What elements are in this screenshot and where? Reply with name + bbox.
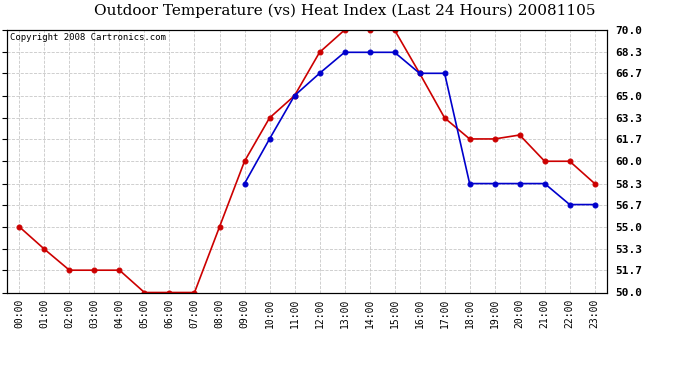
Text: Copyright 2008 Cartronics.com: Copyright 2008 Cartronics.com bbox=[10, 33, 166, 42]
Text: Outdoor Temperature (vs) Heat Index (Last 24 Hours) 20081105: Outdoor Temperature (vs) Heat Index (Las… bbox=[95, 4, 595, 18]
